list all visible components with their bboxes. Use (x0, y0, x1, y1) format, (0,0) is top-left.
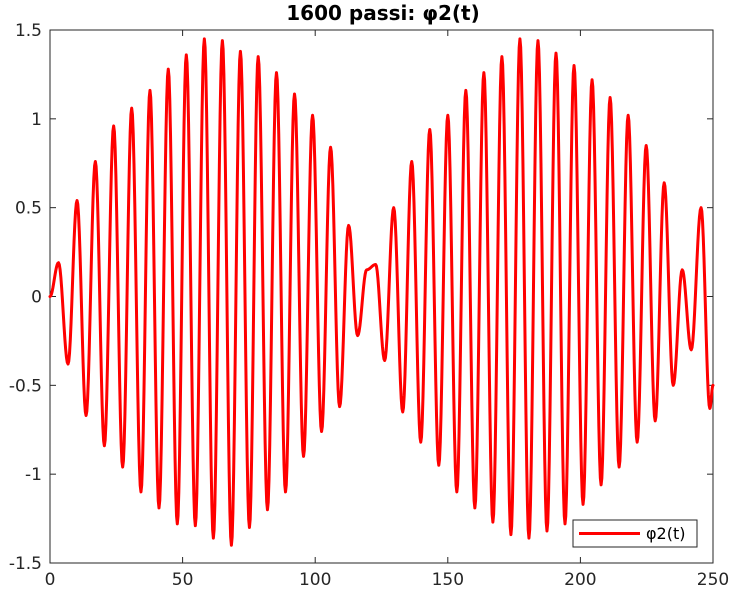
y-tick-label: 0 (31, 288, 42, 308)
y-tick-label: -1.5 (9, 554, 42, 574)
y-tick-label: 1.5 (15, 21, 42, 41)
y-tick-label: 1 (31, 110, 42, 130)
x-tick-label: 0 (45, 570, 56, 590)
x-tick-label: 150 (432, 570, 464, 590)
y-tick-label: 0.5 (15, 199, 42, 219)
y-tick-label: -0.5 (9, 376, 42, 396)
x-tick-label: 100 (299, 570, 331, 590)
x-tick-label: 50 (172, 570, 194, 590)
chart-title: 1600 passi: φ2(t) (286, 1, 479, 25)
y-tick-label: -1 (25, 465, 42, 485)
series-line-phi2 (48, 37, 715, 547)
plot-area (48, 29, 715, 564)
legend: φ2(t) (572, 519, 698, 548)
tick-labels: 0 50 100 150 200 250 -1.5 -1 -0.5 0 0.5 1 1.5 (9, 21, 729, 590)
x-tick-label: 200 (564, 570, 596, 590)
legend-label: φ2(t) (646, 524, 686, 543)
x-tick-label: 250 (697, 570, 729, 590)
